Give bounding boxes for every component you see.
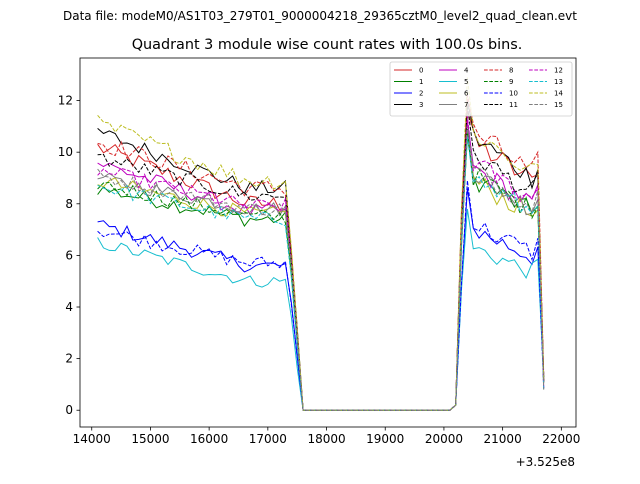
legend-label-10: 10: [509, 90, 518, 98]
legend-label-15: 15: [554, 101, 563, 109]
series-line-14: [97, 77, 545, 411]
legend-label-2: 2: [419, 90, 423, 98]
y-tick-label: 2: [65, 352, 73, 366]
legend-label-0: 0: [419, 67, 423, 75]
legend-label-1: 1: [419, 78, 423, 86]
x-tick-label: 20000: [425, 432, 463, 446]
x-tick-label: 16000: [190, 432, 228, 446]
series-group: [97, 77, 545, 411]
legend-label-7: 7: [464, 101, 468, 109]
x-offset-label: +3.525e8: [516, 455, 575, 469]
x-tick-label: 19000: [366, 432, 404, 446]
y-tick-label: 8: [65, 197, 73, 211]
x-tick-label: 22000: [542, 432, 580, 446]
legend-label-14: 14: [554, 90, 563, 98]
legend-box: [389, 61, 573, 117]
legend-label-12: 12: [554, 67, 563, 75]
legend-label-8: 8: [509, 67, 513, 75]
y-tick-label: 12: [58, 94, 73, 108]
figure-suptitle: Data file: modeM0/AS1T03_279T01_90000042…: [63, 9, 577, 23]
legend-label-5: 5: [464, 78, 468, 86]
x-tick-label: 21000: [484, 432, 522, 446]
plot-area: 14000 15000 16000 17000 18000 19000 20000 21000…: [58, 57, 580, 446]
legend-label-6: 6: [464, 90, 469, 98]
y-tick-label: 4: [65, 300, 73, 314]
x-tick-label: 18000: [307, 432, 345, 446]
axes-frame: [79, 57, 577, 428]
y-tick-label: 0: [65, 403, 73, 417]
x-tick-label: 17000: [249, 432, 287, 446]
legend-label-11: 11: [509, 101, 518, 109]
x-tick-label: 14000: [73, 432, 111, 446]
legend-label-13: 13: [554, 78, 563, 86]
legend-label-9: 9: [509, 78, 513, 86]
chart-title: Quadrant 3 module wise count rates with …: [132, 37, 523, 53]
series-line-15: [97, 126, 545, 411]
x-tick-label: 15000: [131, 432, 169, 446]
y-tick-label: 10: [58, 145, 73, 159]
y-tick-label: 6: [65, 248, 73, 262]
legend-label-3: 3: [419, 101, 423, 109]
legend-label-4: 4: [464, 67, 469, 75]
